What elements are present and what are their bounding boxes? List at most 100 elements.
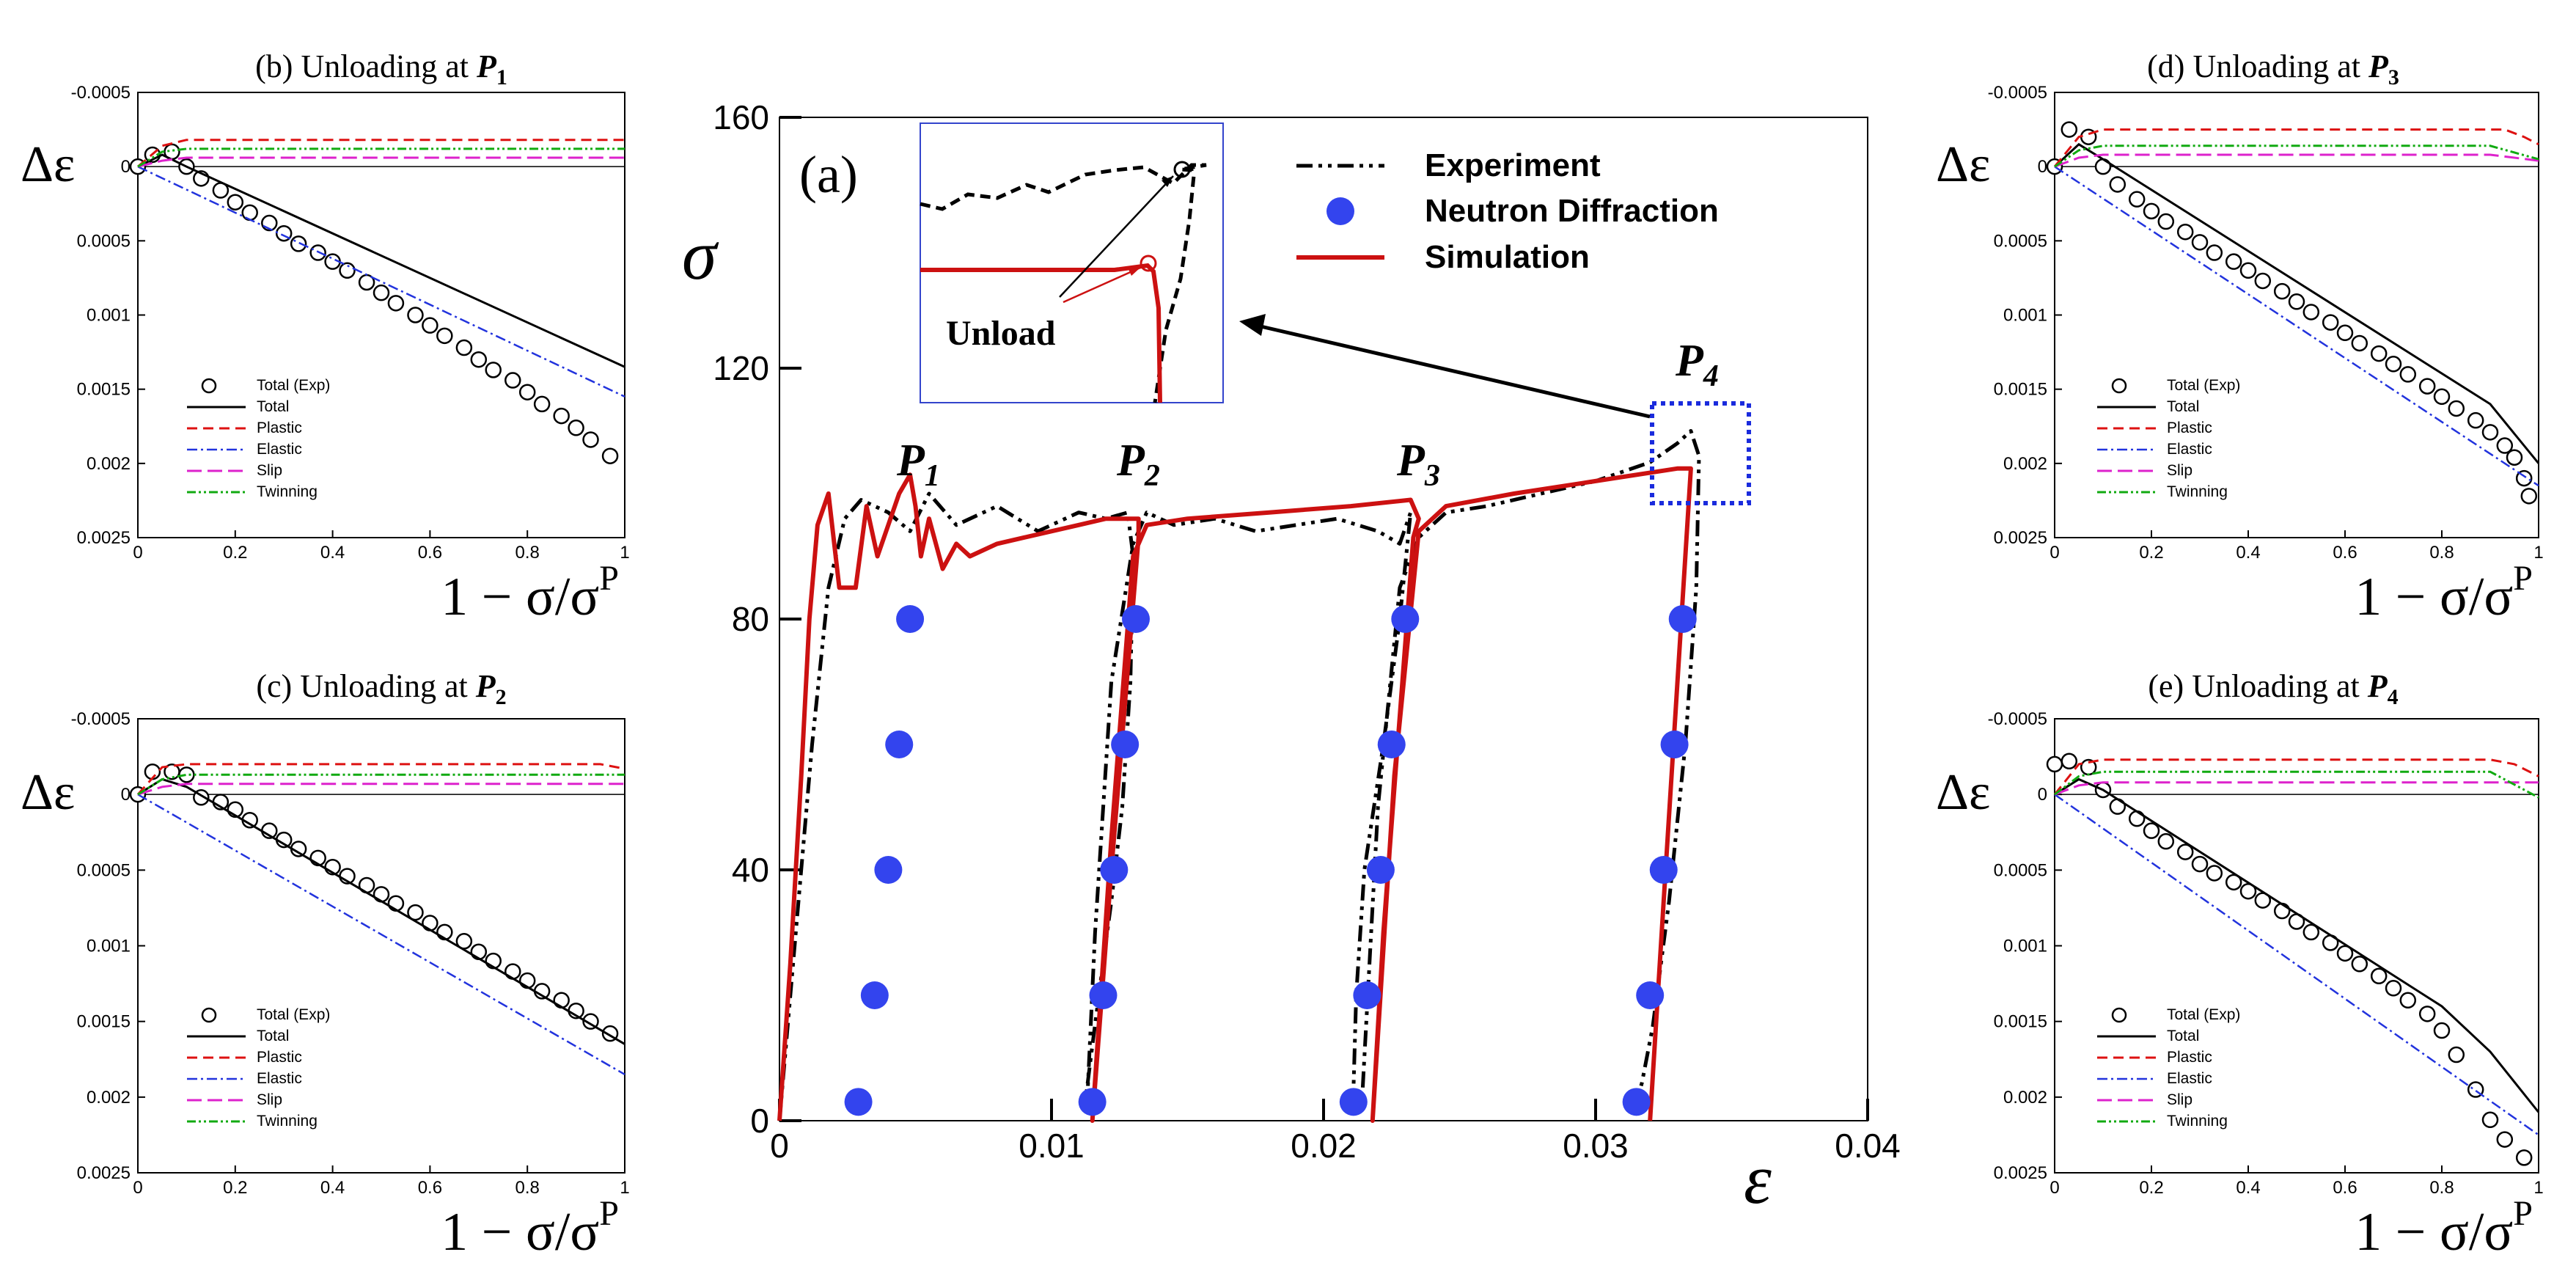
- exp-marker: [2370, 345, 2388, 362]
- y-tick-label: 0.0025: [1994, 528, 2047, 548]
- x-tick-label: 0: [2050, 543, 2059, 563]
- exp-marker: [2520, 488, 2538, 505]
- legend-label: Twinning: [257, 483, 318, 500]
- exp-marker: [485, 362, 502, 378]
- neutron-diffraction-point: [1111, 731, 1140, 758]
- y-axis-label: σ: [682, 216, 719, 294]
- x-tick-label: 1: [620, 543, 629, 563]
- x-tick-label: 0.6: [2333, 1178, 2357, 1198]
- inset-frame: [920, 122, 1224, 403]
- x-axis-label-sup: P: [2513, 559, 2533, 598]
- neutron-diffraction-point: [1622, 1088, 1651, 1116]
- exp-marker: [2273, 902, 2291, 920]
- exp-marker: [290, 235, 307, 252]
- y-tick-label: 0.0015: [77, 1012, 131, 1032]
- neutron-diffraction-point: [1636, 981, 1665, 1009]
- exp-marker: [2448, 400, 2465, 417]
- legend-label: Twinning: [257, 1113, 318, 1130]
- legend-label: Elastic: [2167, 441, 2212, 458]
- inset-arrowhead-sim: [1128, 268, 1140, 276]
- legend-label: Experiment: [1425, 147, 1601, 183]
- y-tick-label: 0.002: [2003, 454, 2047, 474]
- exp-marker: [2496, 437, 2514, 454]
- x-axis-label-sup: P: [599, 559, 619, 598]
- series-elastic: [2054, 166, 2539, 487]
- y-tick-label: 0.0015: [1994, 1012, 2047, 1032]
- exp-marker: [2288, 293, 2305, 310]
- legend-label: Total (Exp): [2167, 1006, 2240, 1023]
- panel-e: (e) Unloading at P4 -0.0005 0 0.0005 0.001 0.…: [1936, 668, 2544, 1262]
- exp-marker: [553, 407, 570, 425]
- zoom-arrowhead: [1239, 314, 1266, 336]
- exp-marker: [2191, 855, 2209, 873]
- x-tick-label: 0.8: [515, 1178, 540, 1198]
- title-p: P: [475, 668, 496, 704]
- legend-marker: [201, 1007, 217, 1023]
- exp-marker: [2206, 244, 2223, 261]
- y-axis-label: Δε: [21, 764, 75, 821]
- point-label-sub: 1: [925, 459, 940, 493]
- point-label-sub: 2: [1144, 459, 1160, 493]
- legend-label: Plastic: [2167, 1049, 2212, 1066]
- legend: Total (Exp) Total Plastic Elastic Slip Twinni…: [2097, 1006, 2240, 1130]
- exp-marker: [373, 284, 390, 301]
- neutron-diffraction-point: [1649, 856, 1678, 884]
- exp-marker: [2046, 755, 2063, 773]
- exp-marker: [568, 420, 584, 436]
- y-tick-label: 0.002: [2003, 1088, 2047, 1108]
- x-axis-label: 1 − σ/σP: [2355, 559, 2533, 627]
- y-tick-label: 0.001: [87, 306, 131, 326]
- exp-marker: [2481, 1111, 2499, 1129]
- legend-label: Total (Exp): [2167, 377, 2240, 394]
- neutron-diffraction-point: [860, 981, 889, 1009]
- x-tick-label: 0.2: [2139, 1178, 2163, 1198]
- exp-marker: [582, 431, 599, 448]
- legend-label: Twinning: [2167, 1113, 2228, 1130]
- legend-label: Slip: [2167, 1091, 2192, 1108]
- exp-marker: [2225, 874, 2242, 891]
- neutron-diffraction-point: [874, 856, 903, 884]
- exp-marker: [407, 307, 424, 323]
- exp-marker: [407, 904, 424, 921]
- legend-label: Plastic: [257, 1049, 302, 1066]
- y-tick-label: 0.002: [87, 454, 131, 474]
- legend-label: Elastic: [2167, 1070, 2212, 1087]
- neutron-diffraction-point: [1078, 1088, 1107, 1116]
- x-tick-label: 0.6: [2333, 543, 2357, 563]
- inset-arrow-exp: [1059, 175, 1174, 298]
- x-tick-label: 0.4: [2236, 1178, 2260, 1198]
- series-slip: [137, 783, 625, 796]
- legend-marker: [2111, 378, 2127, 394]
- legend: Total (Exp) Total Plastic Elastic Slip Twinni…: [2097, 377, 2240, 500]
- point-label-sub: 3: [1424, 459, 1440, 493]
- neutron-diffraction-point: [1377, 731, 1406, 758]
- exp-marker: [2351, 334, 2368, 352]
- inset-unload-point-sim: [1140, 255, 1157, 272]
- legend-label: Elastic: [257, 1070, 302, 1087]
- y-tick-label: 0.0015: [1994, 380, 2047, 400]
- title-sub: 4: [2388, 685, 2399, 709]
- exp-marker: [339, 262, 356, 279]
- legend-label: Neutron Diffraction: [1425, 193, 1719, 229]
- simulation-line: [777, 466, 1693, 1123]
- legend-label: Simulation: [1425, 239, 1590, 275]
- y-tick-label: 80: [732, 600, 769, 638]
- exp-marker: [470, 943, 488, 961]
- series-twinning: [2054, 144, 2539, 168]
- exp-marker: [2433, 388, 2451, 406]
- x-tick-label: 0: [2050, 1178, 2059, 1198]
- zoom-box: [1650, 401, 1751, 505]
- panel-title: (e) Unloading at P4: [2148, 668, 2398, 709]
- panel-c: (c) Unloading at P2 -0.0005 0 0.0005 0.001 0.…: [21, 668, 630, 1262]
- y-axis-label: Δε: [1936, 136, 1990, 193]
- x-axis-label: 1 − σ/σP: [441, 559, 619, 627]
- legend-label: Total (Exp): [257, 377, 330, 394]
- neutron-diffraction-point: [1668, 605, 1697, 633]
- exp-marker: [2061, 121, 2078, 138]
- neutron-diffraction-point: [1100, 856, 1129, 884]
- x-tick-label: 0.2: [223, 543, 247, 563]
- x-tick-label: 0.04: [1835, 1127, 1901, 1165]
- legend-label: Elastic: [257, 441, 302, 458]
- title-p: P: [2368, 48, 2389, 84]
